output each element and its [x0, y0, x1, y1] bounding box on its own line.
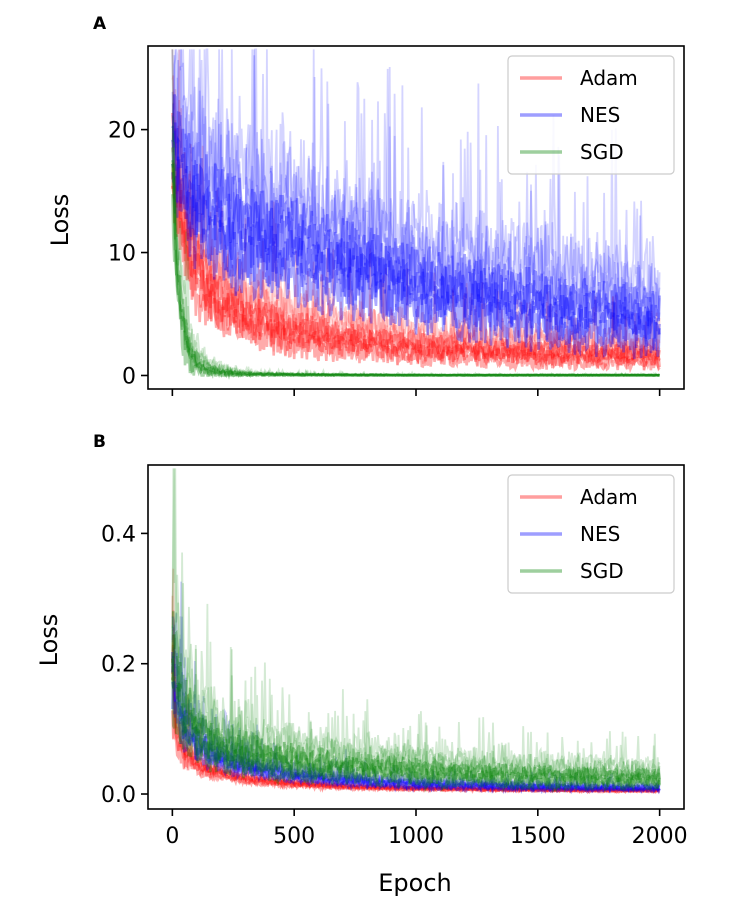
- panel-a-series-sgd: [171, 49, 661, 380]
- panel-b-xtick-label-1500: 1500: [510, 824, 566, 849]
- panel-b-adam-run-4-upper: [171, 610, 661, 793]
- panel-a-ylabel: Loss: [46, 194, 74, 247]
- panel-a-nes-run-1-upper: [171, 49, 661, 348]
- panel-a-adam-run-3-line: [171, 167, 661, 367]
- panel-a-adam-run-2-upper: [171, 49, 661, 365]
- panel-b-adam-run-2-upper: [171, 626, 661, 794]
- panel-b-adam-run-1-line: [171, 710, 660, 795]
- panel-b-nes-run-1-upper: [171, 616, 661, 795]
- panel-a-sgd-run-2-line: [171, 163, 660, 380]
- panel-a-nes-run-4-upper: [171, 48, 661, 323]
- panel-a-sgd-run-4-upper: [171, 133, 661, 377]
- panel-a-adam-run-1-upper: [171, 102, 661, 371]
- panel-b-xtick-label-500: 500: [273, 824, 315, 849]
- panel-b-ytick-label-1: 0.2: [101, 653, 136, 678]
- panel-a-adam-run-3-upper: [171, 49, 661, 363]
- panel-a-nes-run-1-line: [171, 156, 661, 360]
- panel-b-adam-run-3-upper: [171, 568, 661, 794]
- panel-b-series-nes: [171, 581, 661, 795]
- panel-a-legend-label-nes: NES: [580, 103, 620, 127]
- panel-a-ytick-label-0: 0: [122, 364, 136, 389]
- panel-b-legend-box: [507, 474, 675, 594]
- panel-a-adam-run-1-line: [171, 162, 661, 374]
- panel-a-sgd-run-1-line: [171, 194, 661, 378]
- panel-b-legend-label-adam: Adam: [580, 485, 638, 509]
- panel-a-nes-run-3-upper: [171, 48, 661, 326]
- panel-b-sgd-run-2-line: [171, 658, 661, 792]
- panel-b-sgd-run-4-line: [171, 611, 661, 786]
- panel-b-sgd-run-3-line: [171, 634, 661, 789]
- panel-b-ticks: 0 500 1000 1500 2000 0.0 0.2 0.4: [101, 522, 688, 849]
- panel-a-nes-run-3-line: [171, 122, 661, 340]
- panel-b-letter: B: [93, 432, 106, 452]
- panel-a-adam-run-4-line: [171, 112, 661, 363]
- panel-b-sgd-run-3-upper: [171, 468, 661, 782]
- panel-b-sgd-run-4-upper: [171, 468, 661, 779]
- panel-b: B 0 500 1000 1500 2000 0.0 0.2 0.4 Loss Epoch A…: [35, 432, 688, 897]
- panel-b-legend: Adam NES SGD: [507, 474, 675, 594]
- panel-b-legend-label-nes: NES: [580, 522, 620, 546]
- panel-b-adam-run-2-line: [171, 664, 661, 795]
- panel-b-sgd-run-1-line: [171, 666, 661, 793]
- panel-b-ytick-label-0: 0.0: [101, 783, 136, 808]
- panel-b-nes-run-1-line: [171, 681, 661, 795]
- panel-a-sgd-run-4-line: [171, 160, 660, 377]
- panel-b-nes-run-3-line: [171, 681, 661, 794]
- panel-b-adam-run-1-upper: [171, 595, 660, 795]
- panel-a-sgd-run-3-line: [171, 147, 660, 378]
- panel-b-nes-run-2-upper: [171, 627, 661, 793]
- panel-b-nes-run-3-upper: [171, 616, 660, 793]
- panel-b-series-layer: [171, 468, 661, 795]
- panel-a-series-nes: [171, 48, 661, 360]
- panel-b-nes-run-4-upper: [171, 581, 661, 792]
- panel-b-nes-run-2-line: [171, 656, 661, 795]
- panel-a-letter: A: [93, 14, 107, 34]
- panel-a-sgd-run-3-upper: [171, 115, 661, 378]
- panel-b-adam-run-4-line: [171, 634, 661, 794]
- panel-a-series-layer: [171, 48, 661, 380]
- panel-a-legend-label-adam: Adam: [580, 66, 638, 90]
- panel-a-legend: Adam NES SGD: [507, 55, 675, 175]
- panel-b-sgd-run-2-upper: [171, 606, 661, 787]
- panel-a-ticks: 0 10 20: [108, 119, 661, 396]
- panel-a-ytick-label-2: 20: [108, 119, 136, 144]
- panel-b-xtick-label-0: 0: [165, 824, 179, 849]
- panel-a: A 0 10 20 Loss Adam NES SGD: [46, 14, 685, 396]
- panel-b-sgd-run-1-upper: [171, 625, 661, 790]
- panel-a-sgd-run-2-upper: [171, 49, 661, 378]
- panel-a-nes-run-2-upper: [171, 49, 661, 350]
- panel-b-ytick-label-2: 0.4: [101, 522, 136, 547]
- panel-b-xlabel: Epoch: [378, 869, 452, 897]
- panel-a-adam-run-4-upper: [171, 75, 661, 357]
- panel-b-xtick-label-1000: 1000: [388, 824, 444, 849]
- panel-a-adam-run-2-line: [171, 176, 661, 371]
- panel-b-ylabel: Loss: [35, 614, 63, 667]
- panel-a-series-adam: [171, 49, 661, 374]
- panel-a-legend-label-sgd: SGD: [580, 140, 624, 164]
- panel-a-nes-run-2-line: [171, 130, 661, 351]
- panel-b-xtick-label-2000: 2000: [632, 824, 688, 849]
- panel-b-legend-label-sgd: SGD: [580, 559, 624, 583]
- panel-b-adam-run-3-line: [171, 644, 660, 794]
- panel-a-ytick-label-1: 10: [108, 242, 136, 267]
- panel-b-nes-run-4-line: [171, 651, 661, 793]
- panel-a-nes-run-4-line: [171, 94, 661, 328]
- panel-a-sgd-run-1-upper: [171, 125, 660, 378]
- panel-b-series-sgd: [171, 468, 661, 793]
- panel-a-legend-box: [507, 55, 675, 175]
- panel-b-series-adam: [171, 568, 661, 795]
